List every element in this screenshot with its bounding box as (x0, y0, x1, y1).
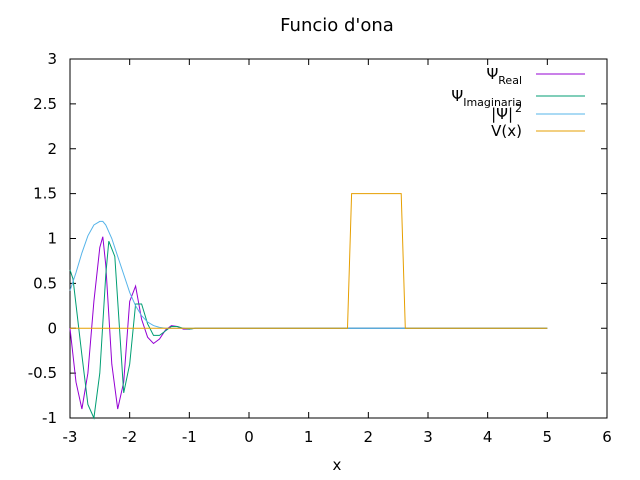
y-tick-label: 3 (47, 50, 57, 68)
y-tick-label: 2 (47, 140, 57, 158)
y-tick-label: 1 (47, 230, 57, 248)
x-tick-label: -1 (182, 428, 197, 446)
legend-label: |Ψ| 2 (491, 102, 522, 123)
series-line-1 (69, 241, 548, 420)
plot-frame (69, 58, 608, 419)
y-tick-label: 1.5 (33, 185, 57, 203)
x-tick-label: -3 (63, 428, 78, 446)
x-tick-label: 0 (244, 428, 254, 446)
x-tick-label: 5 (543, 428, 553, 446)
series-line-2 (69, 220, 548, 329)
y-tick-label: -0.5 (28, 364, 57, 382)
axis-ticks (69, 58, 608, 419)
legend-label: ΨReal (486, 65, 522, 87)
series-lines (69, 193, 548, 420)
x-tick-label: 2 (364, 428, 374, 446)
x-tick-label: 6 (602, 428, 612, 446)
legend-item-2: |Ψ| 2 (491, 102, 585, 123)
axis-tick-labels: -3 -2 -1 0 1 2 3 4 5 6 -1 -0.5 0 0.5 1 1.5 2 2.5 3 (28, 50, 612, 446)
x-tick-label: 1 (304, 428, 314, 446)
legend-item-1: ΨImaginaria (451, 87, 585, 109)
x-tick-label: -2 (122, 428, 137, 446)
y-tick-label: 2.5 (33, 95, 57, 113)
x-axis-label: x (333, 456, 342, 474)
y-tick-label: 0 (47, 319, 57, 337)
legend-item-0: ΨReal (486, 65, 585, 87)
legend-label: V(x) (491, 122, 522, 140)
legend-label: ΨImaginaria (451, 87, 522, 109)
series-line-0 (69, 236, 548, 410)
x-tick-label: 3 (423, 428, 433, 446)
x-tick-label: 4 (483, 428, 493, 446)
legend-item-3: V(x) (491, 122, 585, 140)
y-tick-label: -1 (42, 409, 57, 427)
y-tick-label: 0.5 (33, 274, 57, 292)
chart-title: Funcio d'ona (280, 15, 394, 36)
series-line-3 (70, 193, 548, 329)
